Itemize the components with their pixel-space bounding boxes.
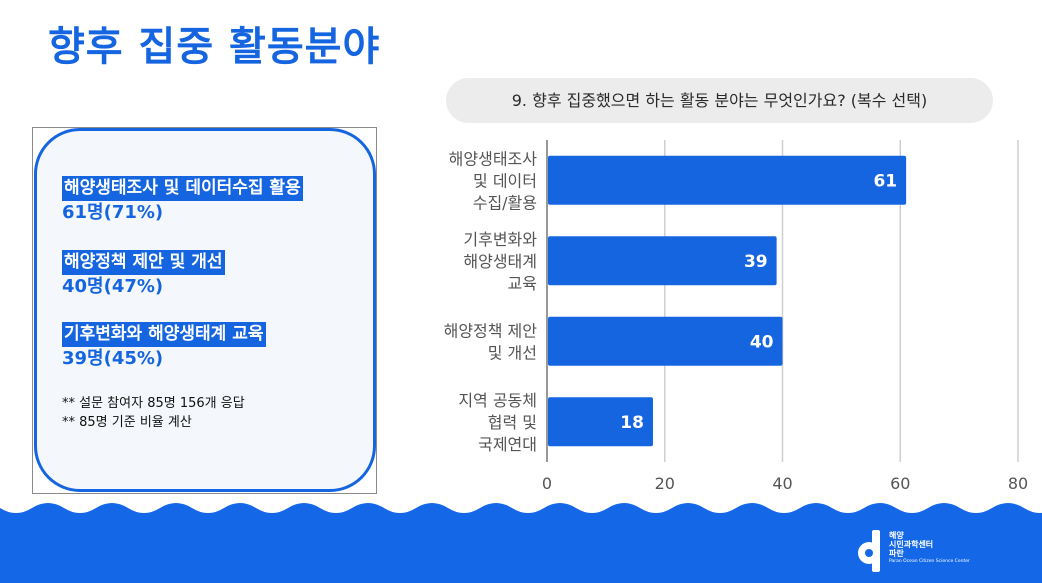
paran-logo-icon bbox=[858, 530, 880, 572]
category-label-line: 해양생태조사 bbox=[449, 149, 538, 168]
category-label-line: 및 개선 bbox=[488, 343, 537, 362]
bar-1 bbox=[548, 155, 907, 205]
summary-item-value: 61명(71%) bbox=[62, 202, 164, 223]
category-label-line: 국제연대 bbox=[478, 435, 537, 454]
bar-value-label-1: 61 bbox=[873, 171, 897, 191]
summary-item-3: 기후변화와 해양생태계 교육 39명(45%) bbox=[62, 322, 266, 371]
summary-item-value: 40명(47%) bbox=[62, 276, 164, 297]
logo-line-4: Paran Ocean Citizen Science Center bbox=[889, 559, 970, 564]
category-label-line: 협력 및 bbox=[488, 413, 537, 432]
x-tick-label-20: 20 bbox=[655, 474, 675, 493]
summary-item-label: 기후변화와 해양생태계 교육 bbox=[62, 322, 266, 347]
note-ratio: ** 85명 기준 비율 계산 bbox=[62, 415, 192, 430]
bar-value-label-2: 39 bbox=[744, 252, 768, 272]
question-pill: 9. 향후 집중했으면 하는 활동 분야는 무엇인가요? (복수 선택) bbox=[446, 78, 993, 123]
x-tick-label-0: 0 bbox=[542, 474, 552, 493]
category-label-line: 해양정책 제안 bbox=[444, 321, 538, 340]
page-title: 향후 집중 활동분야 bbox=[48, 24, 381, 70]
logo-text: 해양 시민과학센터 파란 Paran Ocean Citizen Science… bbox=[889, 531, 970, 565]
logo-line-1: 해양 bbox=[889, 531, 904, 540]
category-label-line: 교육 bbox=[508, 274, 537, 293]
wave-background bbox=[0, 503, 1042, 583]
category-label-line: 및 데이터 bbox=[473, 171, 537, 190]
x-tick-label-60: 60 bbox=[890, 474, 910, 493]
summary-item-2: 해양정책 제안 및 개선 40명(47%) bbox=[62, 250, 225, 299]
bar-2 bbox=[548, 236, 777, 286]
x-tick-label-80: 80 bbox=[1008, 474, 1028, 493]
category-label-line: 수집/활용 bbox=[473, 193, 537, 212]
summary-item-value: 39명(45%) bbox=[62, 348, 164, 369]
bar-value-label-3: 40 bbox=[750, 332, 774, 352]
summary-frame bbox=[32, 127, 377, 494]
logo-line-3: 파란 bbox=[889, 549, 904, 558]
bar-value-label-4: 18 bbox=[620, 413, 644, 433]
category-label-line: 기후변화와 bbox=[463, 230, 537, 249]
summary-item-1: 해양생태조사 및 데이터수집 활용 61명(71%) bbox=[62, 176, 303, 225]
x-tick-label-40: 40 bbox=[772, 474, 792, 493]
bar-4 bbox=[548, 397, 653, 447]
category-label-line: 지역 공동체 bbox=[458, 391, 537, 410]
summary-item-label: 해양정책 제안 및 개선 bbox=[62, 250, 225, 275]
summary-item-label: 해양생태조사 및 데이터수집 활용 bbox=[62, 176, 303, 201]
bar-3 bbox=[548, 316, 783, 366]
category-label-line: 해양생태계 bbox=[463, 252, 537, 271]
note-responses: ** 설문 참여자 85명 156개 응답 bbox=[62, 396, 245, 411]
logo-line-2: 시민과학센터 bbox=[889, 540, 934, 549]
